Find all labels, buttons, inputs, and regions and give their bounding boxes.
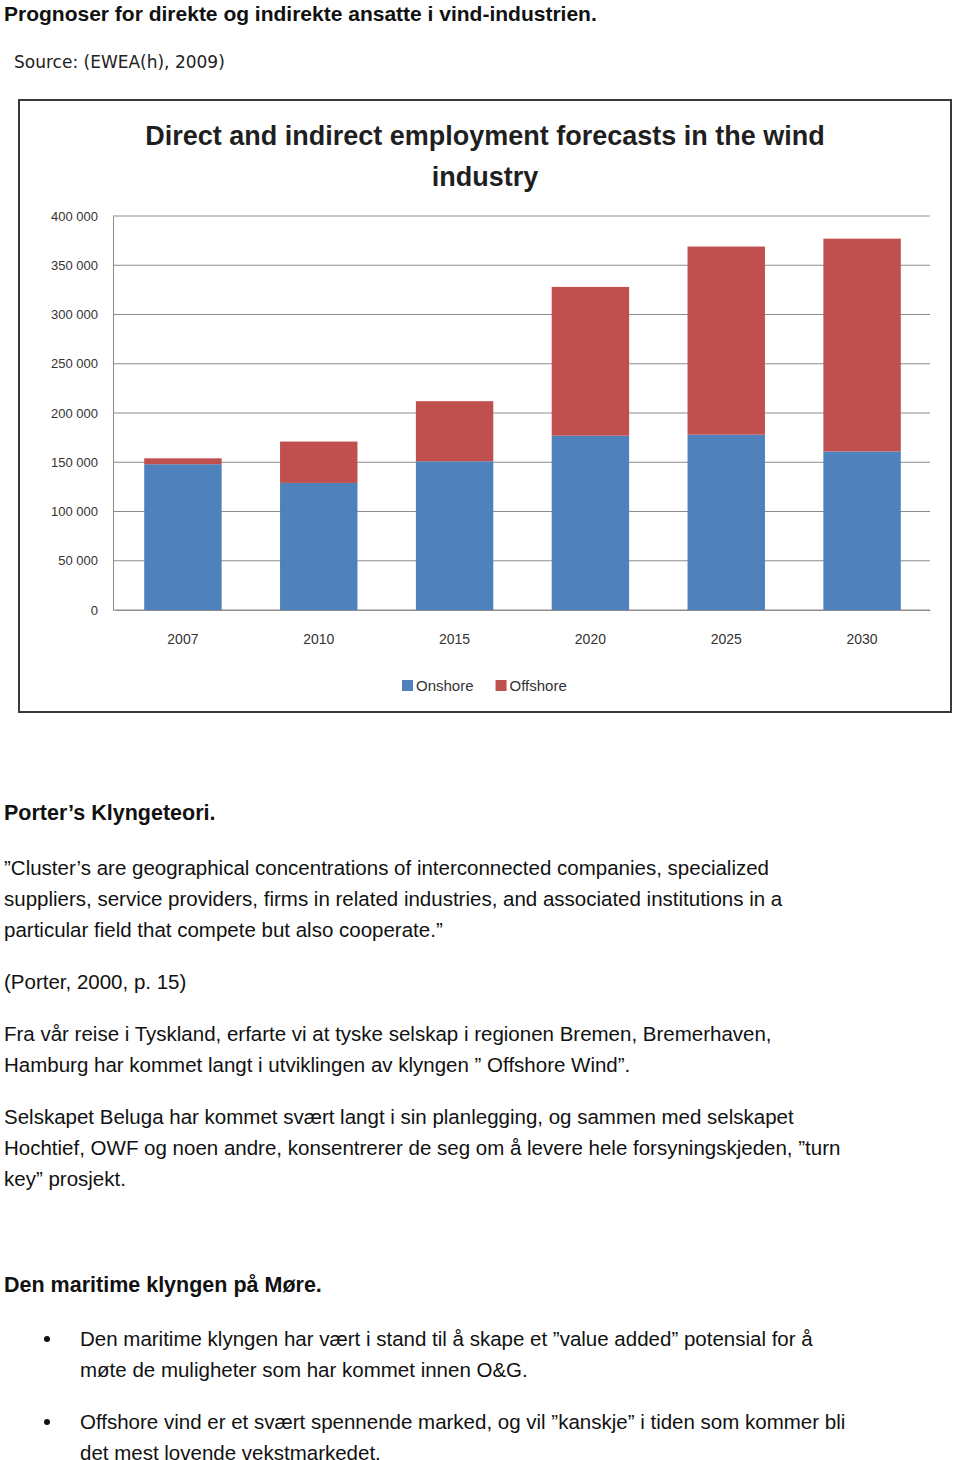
grid-line xyxy=(113,462,930,463)
y-tick: 50 000 xyxy=(58,553,113,568)
x-tick: 2020 xyxy=(575,610,606,647)
bar xyxy=(552,287,629,436)
paragraph-line: ”Cluster’s are geographical concentratio… xyxy=(4,856,769,879)
bar xyxy=(144,464,221,610)
bullet-line: Den maritime klyngen har vært i stand ti… xyxy=(80,1327,813,1350)
x-tick-label: 2007 xyxy=(167,631,198,647)
legend-swatch xyxy=(496,680,507,691)
x-tick-label: 2010 xyxy=(303,631,334,647)
grid-line xyxy=(113,216,930,217)
grid-line xyxy=(113,511,930,512)
paragraph-line: Hochtief, OWF og noen andre, konsentrere… xyxy=(4,1136,840,1159)
paragraph-line: (Porter, 2000, p. 15) xyxy=(4,970,186,993)
x-tick-label: 2025 xyxy=(711,631,742,647)
y-tick-label: 400 000 xyxy=(51,209,98,224)
x-axis-line xyxy=(116,610,931,611)
x-tick-label: 2020 xyxy=(575,631,606,647)
page: Prognoser for direkte og indirekte ansat… xyxy=(0,0,960,1460)
bar xyxy=(416,401,493,461)
bar xyxy=(416,461,493,610)
paragraph-line: suppliers, service providers, firms in r… xyxy=(4,887,783,910)
bar xyxy=(688,247,765,435)
grid-line xyxy=(113,265,930,266)
y-tick: 350 000 xyxy=(51,258,113,273)
y-axis-line xyxy=(113,217,114,611)
bullet-line: det mest lovende vekstmarkedet. xyxy=(80,1441,381,1460)
grid-line xyxy=(113,560,930,561)
x-tick: 2010 xyxy=(303,610,334,647)
bar xyxy=(823,239,900,452)
y-tick-label: 100 000 xyxy=(51,504,98,519)
y-tick-label: 350 000 xyxy=(51,258,98,273)
y-tick: 300 000 xyxy=(51,307,113,322)
x-tick-label: 2015 xyxy=(439,631,470,647)
y-tick-label: 300 000 xyxy=(51,307,98,322)
grid-line xyxy=(113,610,930,611)
x-tick: 2007 xyxy=(167,610,198,647)
paragraph-line: Hamburg har kommet langt i utviklingen a… xyxy=(4,1053,630,1076)
bar xyxy=(280,483,357,610)
x-tick: 2025 xyxy=(711,610,742,647)
bullet-line: møte de muligheter som har kommet innen … xyxy=(80,1358,528,1381)
chart-frame xyxy=(19,100,951,712)
x-axis: 2007 2010 2015 2020 2025 2030 xyxy=(116,610,931,647)
y-tick: 0 xyxy=(91,603,113,618)
page-title: Prognoser for direkte og indirekte ansat… xyxy=(4,2,597,25)
legend: Onshore Offshore xyxy=(402,677,567,694)
grid-line xyxy=(113,314,930,315)
legend-label: Onshore xyxy=(416,677,474,694)
y-tick-label: 0 xyxy=(91,603,98,618)
paragraph-line: Fra vår reise i Tyskland, erfarte vi at … xyxy=(4,1022,772,1045)
y-tick: 400 000 xyxy=(51,209,113,224)
legend-label: Offshore xyxy=(510,677,567,694)
paragraph-line: key” prosjekt. xyxy=(4,1167,126,1190)
source-note: Source: (EWEA(h), 2009) xyxy=(14,52,225,72)
y-tick: 250 000 xyxy=(51,356,113,371)
y-tick: 100 000 xyxy=(51,504,113,519)
paragraph-line: particular field that compete but also c… xyxy=(4,918,443,941)
chart: Direct and indirect employment forecasts… xyxy=(19,100,951,712)
bullet-line: Offshore vind er et svært spennende mark… xyxy=(80,1410,845,1433)
y-tick: 200 000 xyxy=(51,406,113,421)
bullet-dot xyxy=(44,1419,50,1425)
section-heading: Porter’s Klyngeteori. xyxy=(4,801,215,825)
x-tick: 2015 xyxy=(439,610,470,647)
y-tick-label: 150 000 xyxy=(51,455,98,470)
grid xyxy=(113,216,930,610)
paragraph-line: Selskapet Beluga har kommet svært langt … xyxy=(4,1105,794,1128)
y-tick: 150 000 xyxy=(51,455,113,470)
section-heading: Den maritime klyngen på Møre. xyxy=(4,1273,322,1297)
grid-line xyxy=(113,363,930,364)
bar xyxy=(552,436,629,610)
bar xyxy=(144,458,221,464)
x-tick: 2030 xyxy=(847,610,878,647)
legend-swatch xyxy=(402,680,413,691)
y-tick-label: 250 000 xyxy=(51,356,98,371)
document: Porter’s Klyngeteori. ”Cluster’s are geog… xyxy=(4,801,845,1460)
y-tick-label: 200 000 xyxy=(51,406,98,421)
grid-line xyxy=(113,413,930,414)
bar xyxy=(688,435,765,610)
bullet-dot xyxy=(44,1336,50,1342)
y-axis: 0 50 000 100 000 150 000 200 000 250 000 300 0… xyxy=(51,209,114,618)
y-tick-label: 50 000 xyxy=(58,553,98,568)
bars xyxy=(144,239,901,610)
bar xyxy=(280,442,357,483)
x-tick-label: 2030 xyxy=(847,631,878,647)
chart-title: Direct and indirect employment forecasts… xyxy=(145,121,825,192)
bar xyxy=(823,451,900,610)
